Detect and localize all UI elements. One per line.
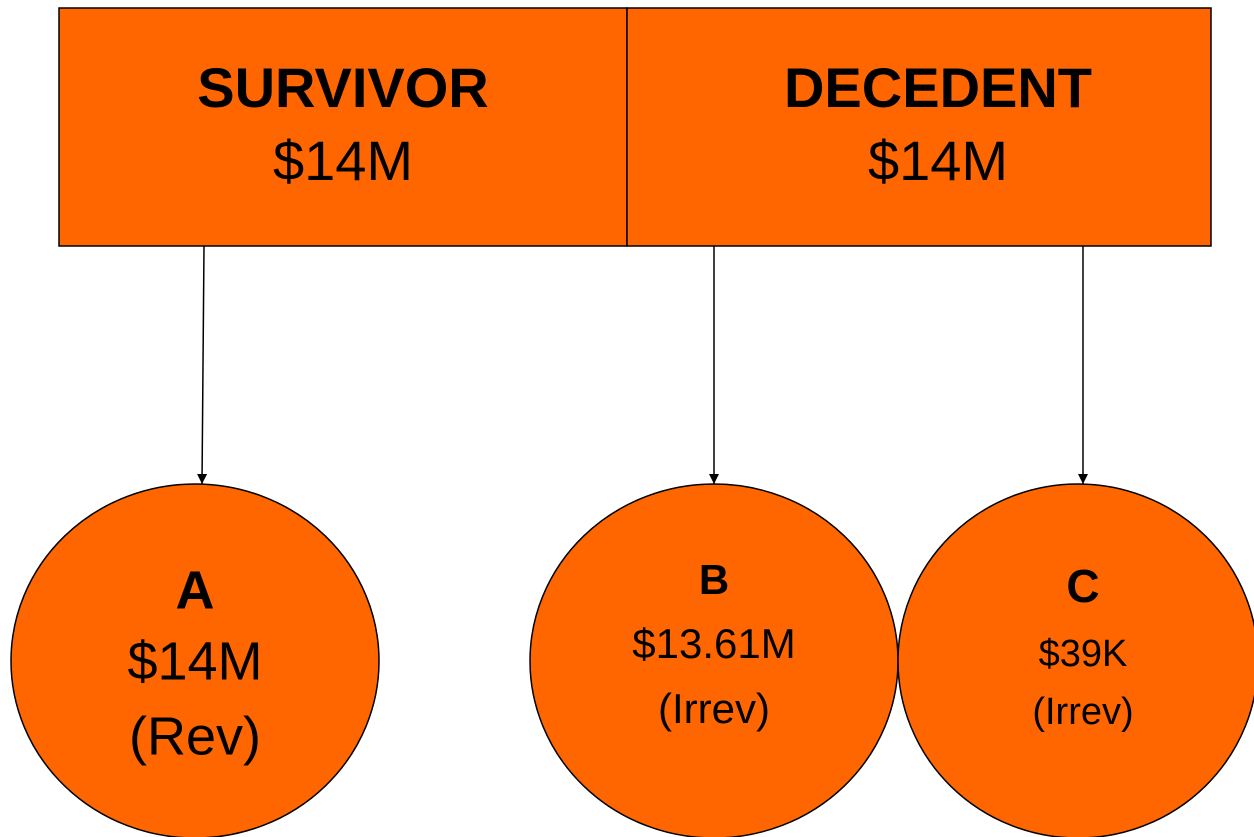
circle-note: (Rev): [129, 706, 261, 766]
circle-note: (Irrev): [658, 685, 770, 732]
box-amount: $14M: [868, 129, 1008, 192]
arrow: [197, 245, 208, 485]
circle-amount: $13.61M: [632, 620, 795, 667]
circle-label: C: [1066, 560, 1099, 612]
box-survivor: [58, 7, 628, 247]
circle-note: (Irrev): [1032, 691, 1133, 733]
box-decedent: [626, 7, 1212, 247]
circle-label: B: [699, 556, 729, 603]
circle-label: A: [176, 560, 215, 620]
circle-a: [10, 483, 380, 837]
circle-amount: $39K: [1039, 633, 1128, 675]
circle-amount: $14M: [127, 631, 262, 691]
box-amount: $14M: [273, 129, 413, 192]
box-label: SURVIVOR: [197, 56, 488, 119]
circle-c: [897, 483, 1254, 837]
box-label: DECEDENT: [784, 56, 1092, 119]
